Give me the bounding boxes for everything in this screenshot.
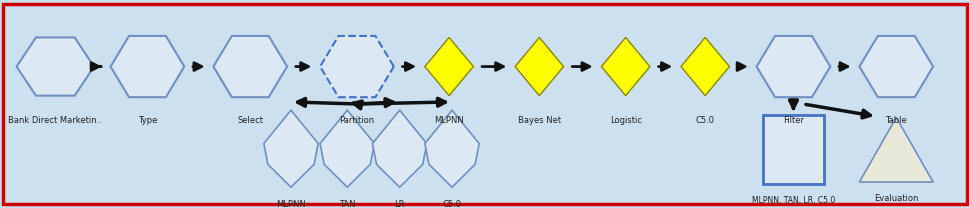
Polygon shape bbox=[424, 110, 479, 187]
Text: C5.0: C5.0 bbox=[442, 200, 461, 208]
Polygon shape bbox=[756, 36, 829, 97]
Text: Filter: Filter bbox=[782, 116, 803, 125]
Text: LR: LR bbox=[394, 200, 404, 208]
Text: Bayes Net: Bayes Net bbox=[517, 116, 560, 125]
Text: MLPNN: MLPNN bbox=[434, 116, 463, 125]
Text: Logistic: Logistic bbox=[610, 116, 641, 125]
Polygon shape bbox=[859, 118, 932, 182]
Text: Type: Type bbox=[138, 116, 157, 125]
Text: Table: Table bbox=[885, 116, 906, 125]
Text: Bank Direct Marketin..: Bank Direct Marketin.. bbox=[9, 116, 102, 125]
Text: Partition: Partition bbox=[339, 116, 374, 125]
Polygon shape bbox=[16, 37, 94, 96]
Text: C5.0: C5.0 bbox=[695, 116, 714, 125]
Polygon shape bbox=[515, 37, 563, 96]
Polygon shape bbox=[320, 36, 393, 97]
Polygon shape bbox=[110, 36, 184, 97]
FancyBboxPatch shape bbox=[763, 115, 823, 184]
Polygon shape bbox=[213, 36, 287, 97]
Text: MLPNN, TAN, LR, C5.0: MLPNN, TAN, LR, C5.0 bbox=[751, 196, 834, 204]
Polygon shape bbox=[264, 110, 318, 187]
Polygon shape bbox=[680, 37, 729, 96]
Polygon shape bbox=[601, 37, 649, 96]
Polygon shape bbox=[424, 37, 473, 96]
Polygon shape bbox=[859, 36, 932, 97]
Polygon shape bbox=[320, 110, 374, 187]
Polygon shape bbox=[372, 110, 426, 187]
Text: MLPNN: MLPNN bbox=[276, 200, 305, 208]
Text: TAN: TAN bbox=[338, 200, 356, 208]
Text: Select: Select bbox=[237, 116, 263, 125]
Text: Evaluation: Evaluation bbox=[873, 194, 918, 203]
